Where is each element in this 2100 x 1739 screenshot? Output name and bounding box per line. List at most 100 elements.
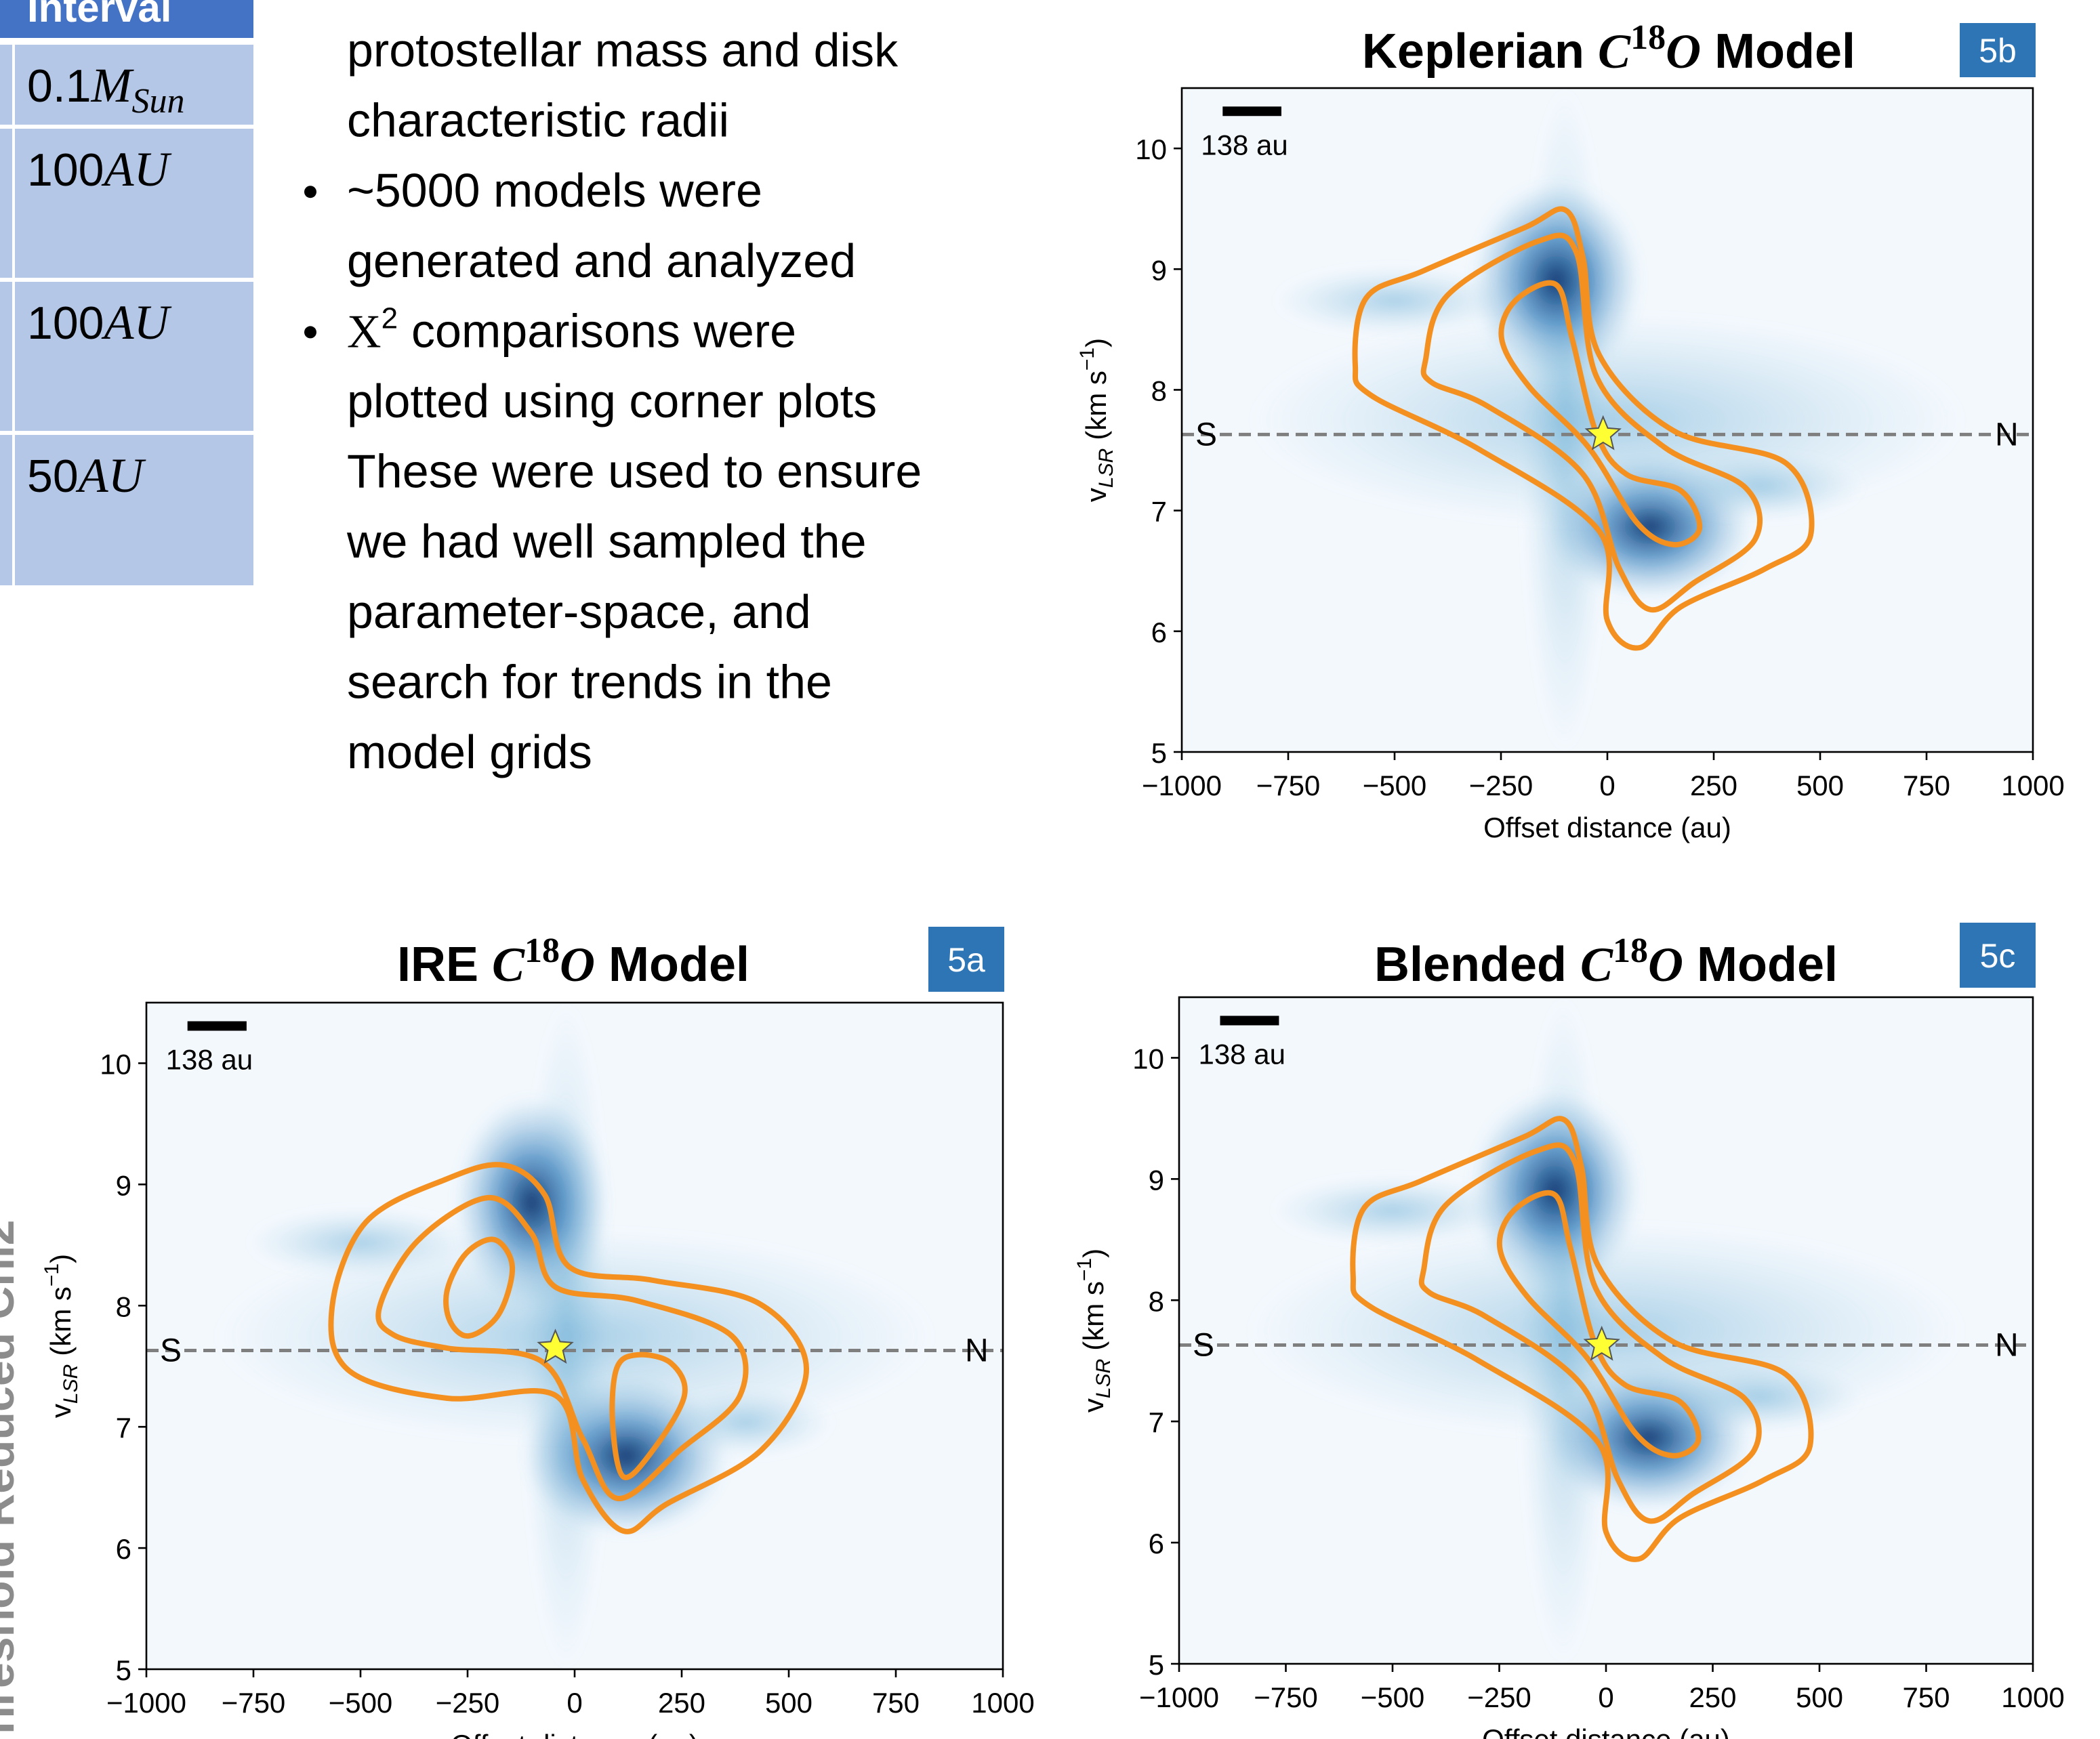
table-cell-text: 100AU bbox=[27, 295, 171, 350]
figure-badge bbox=[1960, 923, 2036, 988]
intensity-blob bbox=[1273, 1177, 1512, 1244]
y-label-symbol: v bbox=[45, 1404, 77, 1418]
y-label-subscript: LSR bbox=[60, 1364, 82, 1404]
model-contour bbox=[1496, 1190, 1702, 1459]
x-tick-label: 0 bbox=[567, 1687, 582, 1719]
table-cell bbox=[15, 45, 253, 125]
y-tick-label: 8 bbox=[1151, 375, 1167, 406]
scale-bar-label: 138 au bbox=[166, 1043, 253, 1075]
x-axis-label: Offset distance (au) bbox=[451, 1729, 699, 1739]
y-tick-label: 5 bbox=[116, 1654, 131, 1686]
x-tick-label: −1000 bbox=[106, 1687, 186, 1719]
cell-number: 0.1 bbox=[27, 60, 91, 112]
x-tick-label: −250 bbox=[436, 1687, 500, 1719]
figure-badge-label: 5c bbox=[1980, 937, 2016, 975]
y-tick-label: 5 bbox=[1149, 1649, 1164, 1681]
x-tick-label: −1000 bbox=[1142, 770, 1222, 801]
bullet-line: characteristic radii bbox=[347, 94, 729, 147]
bullet-superscript: 2 bbox=[382, 301, 398, 335]
y-axis-label: vLSR (km s−1) bbox=[41, 1254, 82, 1418]
title-suffix: Model bbox=[609, 938, 749, 992]
y-label-close: ) bbox=[1080, 338, 1112, 348]
title-prefix: IRE bbox=[397, 938, 478, 992]
x-tick-label: −250 bbox=[1467, 1681, 1531, 1713]
y-tick-label: 7 bbox=[116, 1412, 131, 1444]
cell-unit: AU bbox=[101, 295, 171, 350]
x-tick-label: 250 bbox=[658, 1687, 705, 1719]
chart: S N 138 au −1000 −750 −500 −250 0 250 500 750 1000 5… bbox=[1073, 923, 2065, 1739]
model-contour bbox=[1418, 1142, 1762, 1524]
cell-unit: AU bbox=[101, 142, 171, 196]
chart-title: Blended C18O Model bbox=[1374, 931, 1838, 992]
bullet-line: parameter-space, and bbox=[347, 585, 811, 638]
table-cell-edge bbox=[0, 435, 12, 585]
table-cell bbox=[15, 129, 253, 278]
x-tick-label: 500 bbox=[765, 1687, 812, 1719]
table-cell-text: 0.1MSun bbox=[27, 58, 185, 121]
title-element: O bbox=[560, 938, 595, 992]
intensity-blob bbox=[660, 1389, 832, 1457]
cell-unit: AU bbox=[76, 448, 146, 503]
y-label-symbol: v bbox=[1077, 1398, 1109, 1412]
side-label: hreshold Reduced Chi2 bbox=[0, 1220, 24, 1734]
title-suffix: Model bbox=[1697, 938, 1838, 992]
y-label-exponent: −1 bbox=[1073, 1258, 1096, 1281]
y-label-subscript: LSR bbox=[1092, 1359, 1115, 1398]
bullet-dot bbox=[304, 186, 316, 198]
y-tick-label: 9 bbox=[1149, 1164, 1164, 1196]
north-label: N bbox=[1995, 1327, 2019, 1363]
cell-number: 100 bbox=[27, 144, 104, 196]
y-tick-label: 8 bbox=[116, 1291, 131, 1322]
table-cell-text: 100AU bbox=[27, 142, 171, 196]
model-contour bbox=[1352, 206, 1815, 651]
bullet-line: These were used to ensure bbox=[347, 445, 922, 498]
x-tick-label: 250 bbox=[1690, 770, 1737, 801]
figure-badge bbox=[1960, 23, 2036, 77]
x-tick-label: 1000 bbox=[2001, 1681, 2064, 1713]
y-label-exponent: −1 bbox=[41, 1263, 63, 1286]
y-label-symbol: v bbox=[1080, 488, 1112, 502]
title-suffix: Model bbox=[1714, 24, 1855, 79]
x-tick-label: −1000 bbox=[1139, 1681, 1219, 1713]
chart-title: Keplerian C18O Model bbox=[1362, 18, 1855, 79]
scale-bar-label: 138 au bbox=[1201, 129, 1288, 161]
y-axis-label: vLSR (km s−1) bbox=[1076, 338, 1117, 502]
bullet-text: characteristic radii bbox=[347, 94, 729, 147]
x-tick-label: −500 bbox=[1363, 770, 1427, 801]
x-axis-label: Offset distance (au) bbox=[1482, 1723, 1730, 1739]
bullet-line: generated and analyzed bbox=[347, 234, 856, 287]
y-tick-label: 10 bbox=[1132, 1043, 1164, 1074]
title-element: C bbox=[1580, 938, 1613, 992]
x-tick-label: −750 bbox=[1256, 770, 1321, 801]
x-tick-label: 500 bbox=[1796, 1681, 1843, 1713]
y-tick-label: 5 bbox=[1151, 737, 1167, 769]
x-tick-label: 500 bbox=[1796, 770, 1844, 801]
intensity-blob bbox=[1275, 267, 1514, 334]
plot-area: S N 138 au bbox=[146, 1003, 1003, 1669]
bullet-line: model grids bbox=[347, 726, 592, 778]
source-star bbox=[1584, 415, 1622, 451]
y-tick-label: 9 bbox=[116, 1169, 131, 1201]
model-contour bbox=[1420, 232, 1763, 613]
table-cell-text: 50AU bbox=[27, 448, 146, 503]
y-label-exponent: −1 bbox=[1076, 348, 1098, 371]
plot-area: S N 138 au bbox=[1182, 88, 2033, 752]
cell-number: 50 bbox=[27, 451, 79, 502]
title-isotope: 18 bbox=[1630, 18, 1666, 57]
model-contour bbox=[1498, 280, 1703, 548]
title-prefix: Keplerian bbox=[1362, 24, 1584, 79]
bullet-text: These were used to ensure bbox=[347, 445, 922, 498]
y-axis-label: vLSR (km s−1) bbox=[1073, 1249, 1115, 1412]
bullet-text: ~5000 models were bbox=[347, 164, 762, 217]
bullet-text: X bbox=[347, 306, 382, 358]
cell-subscript: Sun bbox=[132, 82, 185, 121]
table-cell bbox=[15, 435, 253, 585]
y-label-unit: (km s bbox=[1080, 371, 1112, 440]
chart: S N 138 au −1000 −750 −500 −250 0 250 500 750 1000 5… bbox=[41, 927, 1035, 1739]
y-label-unit: (km s bbox=[45, 1286, 77, 1356]
south-label: S bbox=[1193, 1327, 1214, 1363]
y-tick-label: 8 bbox=[1149, 1285, 1164, 1317]
bullet-dot bbox=[304, 326, 316, 339]
x-tick-label: −250 bbox=[1469, 770, 1533, 801]
y-tick-label: 9 bbox=[1151, 254, 1167, 286]
